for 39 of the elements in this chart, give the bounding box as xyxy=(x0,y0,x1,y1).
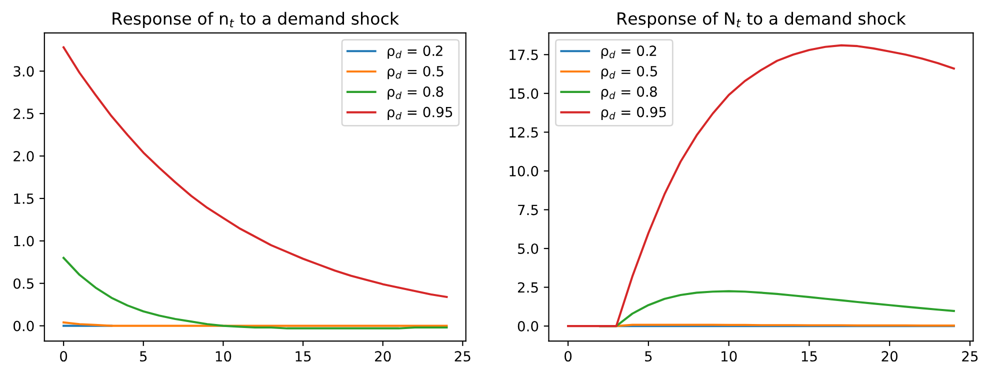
y-tick-label: 7.5 xyxy=(518,204,538,216)
y-tick-label: 5.0 xyxy=(518,243,538,254)
x-tick-label: 25 xyxy=(962,351,978,362)
x-tick-label: 5 xyxy=(140,351,147,362)
line-series xyxy=(62,256,448,330)
y-tick-label: 3.0 xyxy=(14,66,34,77)
y-tick-label: 2.5 xyxy=(14,108,34,120)
x-tick-label: 20 xyxy=(882,351,898,362)
chart-title: Response of n$_{t}$ to a demand shock xyxy=(112,12,400,28)
x-tick-label: 15 xyxy=(802,351,817,362)
y-tick-label: 2.5 xyxy=(518,282,538,293)
y-tick-label: 12.5 xyxy=(510,127,538,138)
y-tick-label: 2.0 xyxy=(14,150,34,162)
legend-label: ρ$_{d}$ = 0.8 xyxy=(388,86,444,100)
x-tick-label: 0 xyxy=(564,351,572,362)
legend-label: ρ$_{d}$ = 0.8 xyxy=(601,86,657,100)
y-tick-label: 0.0 xyxy=(518,321,538,332)
line-series xyxy=(567,44,955,328)
x-tick-label: 25 xyxy=(454,351,470,362)
y-tick-label: 17.5 xyxy=(510,50,538,60)
legend-label: ρ$_{d}$ = 0.5 xyxy=(388,66,444,80)
x-tick-label: 15 xyxy=(296,351,311,362)
legend-label: ρ$_{d}$ = 0.95 xyxy=(601,106,666,120)
chart-title: Response of N$_{t}$ to a demand shock xyxy=(618,12,906,28)
y-tick-label: 10.0 xyxy=(510,166,538,176)
y-tick-label: 0.5 xyxy=(14,278,34,289)
x-tick-label: 20 xyxy=(375,351,391,362)
x-tick-label: 10 xyxy=(722,351,737,362)
x-tick-label: 10 xyxy=(216,351,232,362)
legend-label: ρ$_{d}$ = 0.2 xyxy=(601,46,656,59)
x-tick-label: 5 xyxy=(645,351,652,362)
legend-label: ρ$_{d}$ = 0.95 xyxy=(388,106,452,120)
y-tick-label: 15.0 xyxy=(510,88,538,99)
legend-label: ρ$_{d}$ = 0.2 xyxy=(388,46,442,59)
y-tick-label: 0.0 xyxy=(14,320,34,332)
y-tick-label: 1.5 xyxy=(14,194,34,204)
y-tick-label: 1.0 xyxy=(14,236,34,246)
legend-label: ρ$_{d}$ = 0.5 xyxy=(601,66,658,80)
x-tick-label: 0 xyxy=(60,351,68,362)
